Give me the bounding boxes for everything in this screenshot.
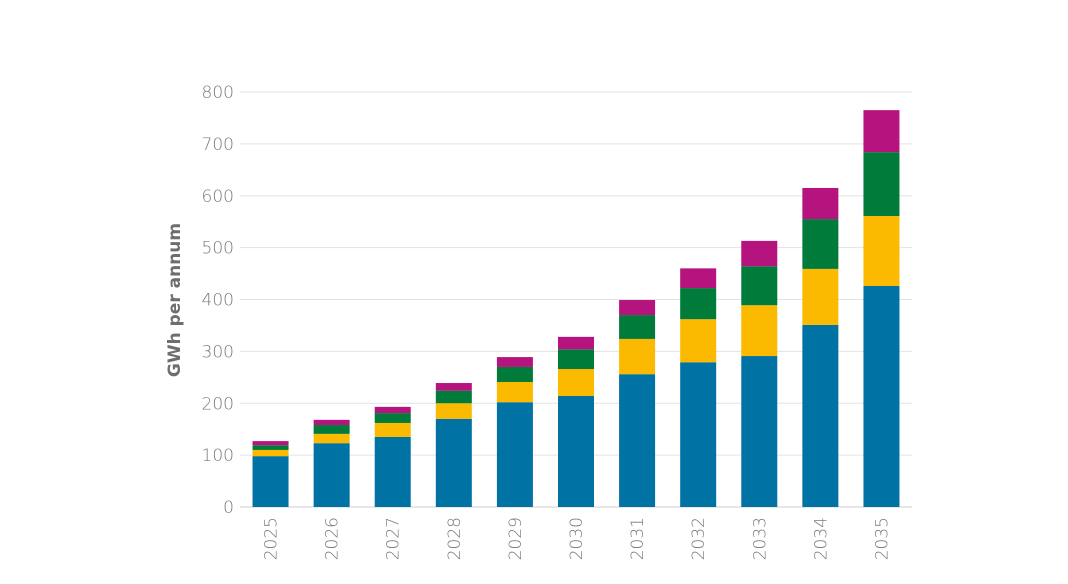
bar-segment-2028-s3 (435, 383, 472, 391)
bar-segment-2030-s0 (558, 395, 594, 507)
bar-segment-2028-s1 (435, 403, 472, 419)
bar-segment-2033-s0 (741, 356, 778, 507)
bar-segment-2035-s3 (863, 110, 900, 153)
bar-segment-2028-s2 (435, 390, 472, 404)
x-tick-label: 2028 (445, 517, 465, 560)
bar-segment-2034-s0 (802, 324, 839, 507)
bar-segment-2034-s3 (802, 187, 839, 220)
y-axis-label: GWh per annum (165, 223, 185, 377)
bar-segment-2035-s0 (863, 286, 900, 507)
bar-segment-2033-s2 (741, 266, 778, 306)
bar-segment-2032-s1 (680, 319, 717, 363)
bar-segment-2031-s3 (619, 300, 656, 316)
bar-segment-2026-s1 (313, 433, 350, 444)
bar-segment-2033-s1 (741, 305, 778, 357)
bar-segment-2035-s2 (863, 152, 900, 216)
x-tick-label: 2033 (750, 517, 770, 560)
gridlines (240, 91, 912, 508)
bar-segment-2028-s0 (435, 418, 472, 507)
bar-segment-2031-s2 (619, 315, 656, 339)
x-tick-label: 2032 (689, 517, 709, 560)
bar-segment-2025-s2 (252, 445, 289, 450)
bar-segment-2032-s2 (680, 288, 717, 320)
bar-segment-2029-s0 (496, 402, 533, 507)
bar-segment-2026-s0 (313, 443, 350, 507)
bar-segment-2027-s0 (374, 436, 411, 507)
y-tick-label: 100 (202, 446, 234, 466)
bar-segment-2034-s1 (802, 268, 839, 325)
x-tick-label: 2034 (811, 517, 831, 560)
bar-segment-2031-s0 (619, 374, 656, 507)
bar-segment-2032-s3 (680, 268, 717, 289)
bar-segment-2035-s1 (863, 215, 900, 287)
bar-segment-2032-s0 (680, 362, 717, 507)
y-tick-label: 600 (202, 187, 234, 207)
bar-segment-2029-s1 (496, 381, 533, 403)
y-tick-label: 200 (202, 394, 234, 414)
bar-segment-2027-s1 (374, 422, 411, 437)
bar-segment-2026-s3 (313, 419, 350, 426)
bar-segment-2025-s1 (252, 449, 289, 457)
bar-segment-2026-s2 (313, 425, 350, 434)
bar-segment-2027-s3 (374, 406, 411, 414)
bar-segment-2033-s3 (741, 240, 778, 267)
bar-segment-2031-s1 (619, 338, 656, 375)
bar-segment-2030-s2 (558, 349, 594, 370)
x-tick-label: 2029 (506, 517, 526, 560)
bar-segment-2025-s3 (252, 441, 289, 446)
x-axis-ticks: 2025 2026 2027 2028 2029 2030 2031 2032 2033 2034… (262, 517, 893, 560)
y-tick-label: 0 (223, 498, 234, 518)
x-tick-label: 2031 (628, 517, 648, 560)
x-tick-label: 2035 (872, 517, 892, 560)
x-tick-label: 2026 (323, 517, 343, 560)
bar-segment-2034-s2 (802, 219, 839, 269)
x-tick-label: 2027 (384, 517, 404, 560)
bar-segment-2029-s3 (496, 357, 533, 367)
bar-segment-2030-s3 (558, 336, 594, 350)
bars (252, 110, 900, 507)
y-tick-label: 300 (202, 342, 234, 362)
x-tick-label: 2025 (262, 517, 282, 560)
y-tick-label: 400 (202, 291, 234, 311)
bar-segment-2029-s2 (496, 366, 533, 382)
y-tick-label: 500 (202, 239, 234, 259)
y-tick-label: 800 (202, 83, 234, 103)
y-axis-ticks: 0 100 200 300 400 500 600 700 800 (202, 83, 234, 518)
bar-segment-2025-s0 (252, 456, 289, 507)
x-tick-label: 2030 (567, 517, 587, 560)
bar-segment-2030-s1 (558, 369, 594, 396)
y-tick-label: 700 (202, 135, 234, 155)
bar-segment-2027-s2 (374, 413, 411, 423)
